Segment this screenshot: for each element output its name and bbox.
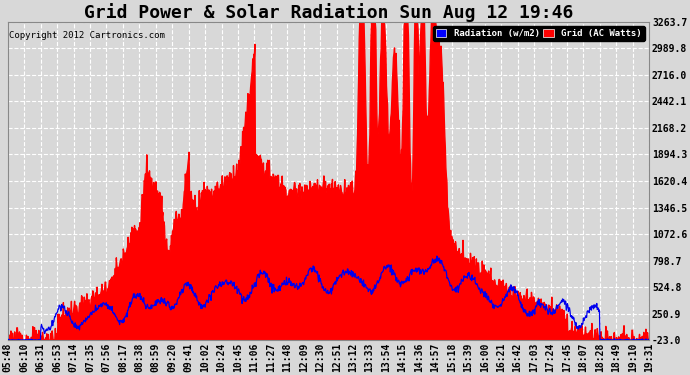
Text: Copyright 2012 Cartronics.com: Copyright 2012 Cartronics.com (9, 32, 165, 40)
Title: Grid Power & Solar Radiation Sun Aug 12 19:46: Grid Power & Solar Radiation Sun Aug 12 … (83, 3, 573, 22)
Legend: Radiation (w/m2), Grid (AC Watts): Radiation (w/m2), Grid (AC Watts) (433, 27, 644, 41)
